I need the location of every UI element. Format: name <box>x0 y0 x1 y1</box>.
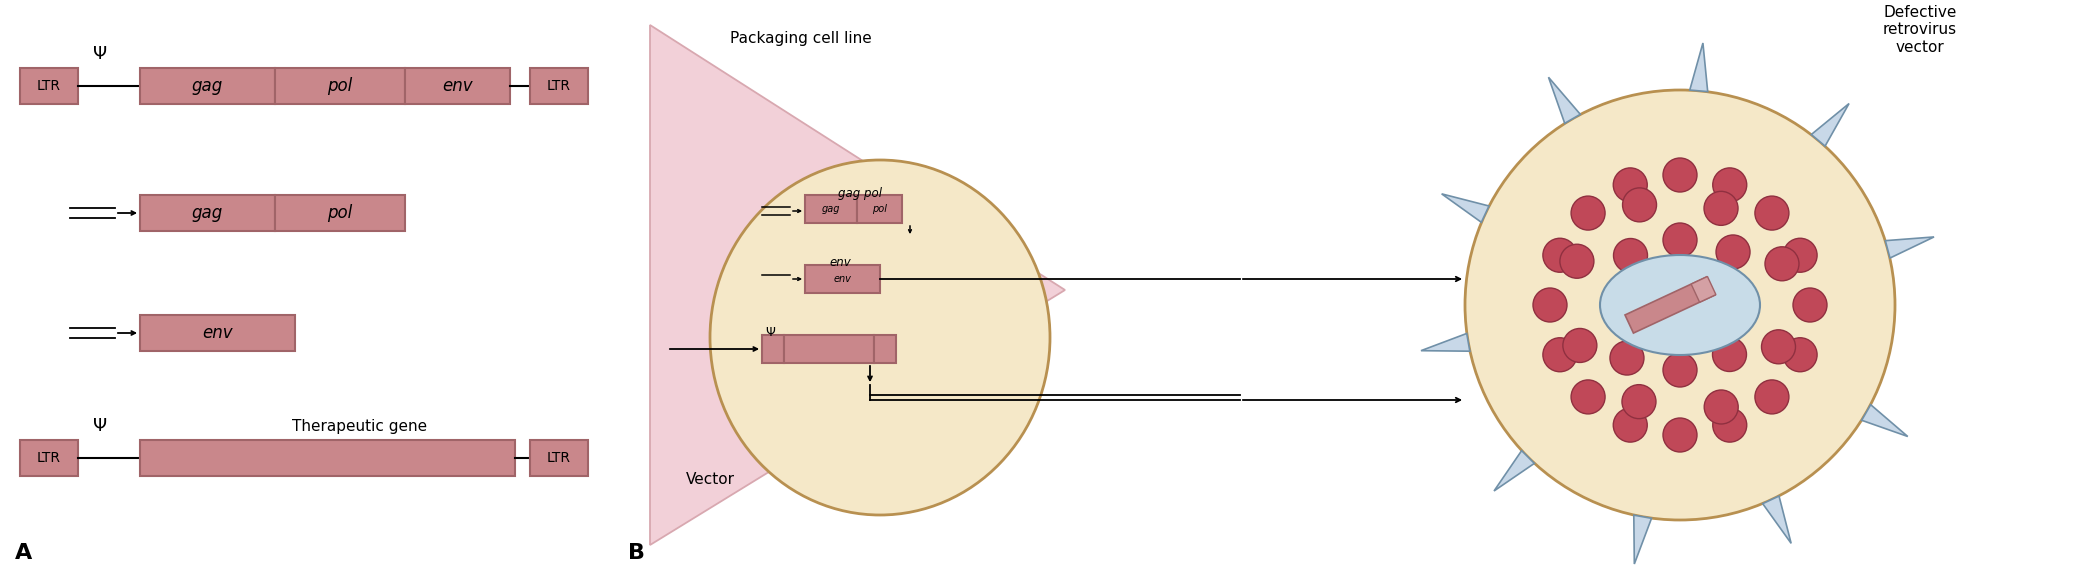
Circle shape <box>1623 188 1656 222</box>
Text: gag: gag <box>822 204 840 214</box>
Text: Therapeutic gene: Therapeutic gene <box>293 419 427 433</box>
Bar <box>405 68 510 104</box>
Polygon shape <box>1625 277 1716 333</box>
Circle shape <box>1614 239 1648 272</box>
Circle shape <box>1662 418 1697 452</box>
Circle shape <box>1533 288 1567 322</box>
Text: gag pol: gag pol <box>838 187 882 199</box>
Ellipse shape <box>1600 255 1760 355</box>
Bar <box>139 195 276 231</box>
Ellipse shape <box>1465 90 1894 520</box>
Bar <box>276 68 405 104</box>
Circle shape <box>1544 338 1577 372</box>
Text: LTR: LTR <box>548 451 571 465</box>
Circle shape <box>1782 238 1818 272</box>
Bar <box>21 68 79 104</box>
Bar <box>139 68 276 104</box>
Circle shape <box>1562 328 1598 363</box>
Circle shape <box>1766 247 1799 281</box>
Text: Ψ: Ψ <box>93 417 108 435</box>
Circle shape <box>1712 337 1747 372</box>
Circle shape <box>1610 341 1643 375</box>
Bar <box>784 335 874 363</box>
Text: B: B <box>629 543 645 563</box>
Circle shape <box>1755 196 1789 230</box>
Polygon shape <box>1886 237 1934 258</box>
Bar <box>874 335 896 363</box>
Polygon shape <box>1762 496 1791 544</box>
Polygon shape <box>1861 405 1907 436</box>
Text: pol: pol <box>872 204 886 214</box>
Text: env: env <box>834 274 851 284</box>
Circle shape <box>1612 408 1648 442</box>
Text: LTR: LTR <box>548 79 571 93</box>
Bar <box>805 195 857 223</box>
Polygon shape <box>1689 43 1708 91</box>
Bar <box>276 195 405 231</box>
Bar <box>529 68 587 104</box>
Text: Packaging cell line: Packaging cell line <box>730 30 872 46</box>
Circle shape <box>1544 238 1577 272</box>
Circle shape <box>1712 168 1747 202</box>
Text: A: A <box>15 543 33 563</box>
Bar <box>139 440 515 476</box>
Bar <box>529 440 587 476</box>
Bar <box>762 335 784 363</box>
Polygon shape <box>1548 77 1581 123</box>
Circle shape <box>1722 288 1758 322</box>
Text: gag: gag <box>191 204 224 222</box>
Text: pol: pol <box>328 77 353 95</box>
Text: env: env <box>201 324 232 342</box>
Bar <box>805 265 880 293</box>
Circle shape <box>1704 191 1739 226</box>
Polygon shape <box>649 25 1064 545</box>
Text: LTR: LTR <box>37 451 60 465</box>
Text: env: env <box>442 77 473 95</box>
Circle shape <box>1782 338 1818 372</box>
Circle shape <box>1571 196 1606 230</box>
Text: Defective
retrovirus
vector: Defective retrovirus vector <box>1882 5 1957 55</box>
Circle shape <box>1762 330 1795 364</box>
Circle shape <box>1755 380 1789 414</box>
Circle shape <box>1612 168 1648 202</box>
Text: Ψ: Ψ <box>93 45 108 63</box>
Polygon shape <box>1494 451 1533 491</box>
Polygon shape <box>1633 515 1652 564</box>
Circle shape <box>1716 235 1749 269</box>
Circle shape <box>1662 158 1697 192</box>
Bar <box>857 195 903 223</box>
Bar <box>139 315 295 351</box>
Circle shape <box>1793 288 1826 322</box>
Circle shape <box>1560 244 1594 278</box>
Polygon shape <box>1691 276 1716 302</box>
Circle shape <box>1662 223 1697 257</box>
Bar <box>21 440 79 476</box>
Text: env: env <box>830 256 851 270</box>
Text: Vector: Vector <box>685 472 735 488</box>
Polygon shape <box>1421 333 1469 351</box>
Text: pol: pol <box>328 204 353 222</box>
Circle shape <box>1662 353 1697 387</box>
Circle shape <box>1712 408 1747 442</box>
Polygon shape <box>1442 194 1490 222</box>
Text: Ψ: Ψ <box>766 325 774 339</box>
Circle shape <box>1704 390 1739 424</box>
Ellipse shape <box>710 160 1050 515</box>
Text: LTR: LTR <box>37 79 60 93</box>
Circle shape <box>1623 385 1656 419</box>
Polygon shape <box>1811 103 1849 146</box>
Text: gag: gag <box>191 77 224 95</box>
Circle shape <box>1571 380 1606 414</box>
Circle shape <box>1604 288 1637 322</box>
